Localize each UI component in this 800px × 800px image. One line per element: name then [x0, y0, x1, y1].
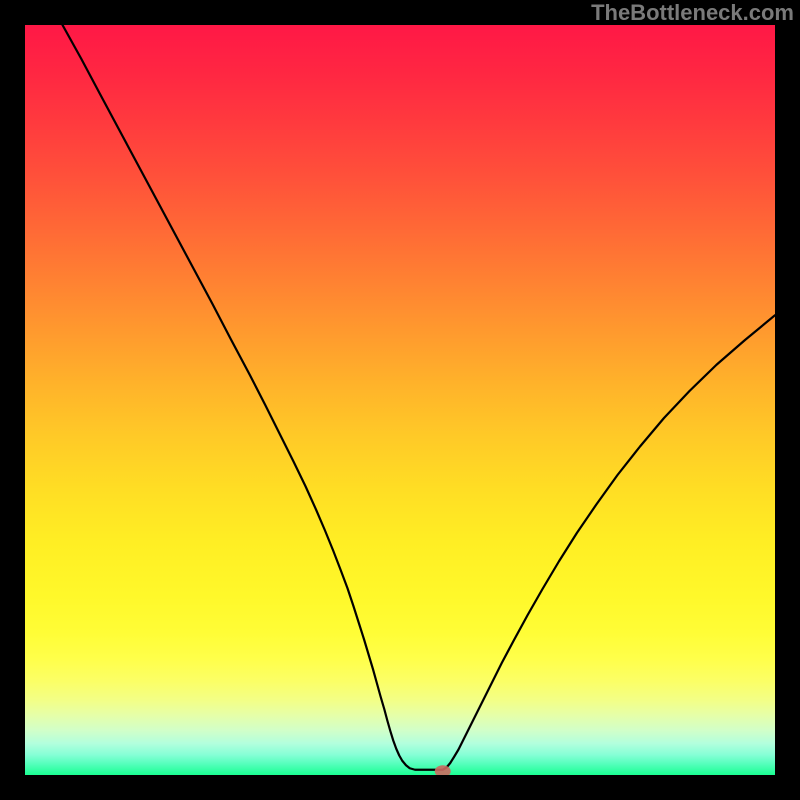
bottleneck-curve-path [63, 25, 776, 770]
watermark-text: TheBottleneck.com [591, 0, 794, 26]
bottleneck-curve [25, 25, 775, 775]
chart-frame: TheBottleneck.com [0, 0, 800, 800]
